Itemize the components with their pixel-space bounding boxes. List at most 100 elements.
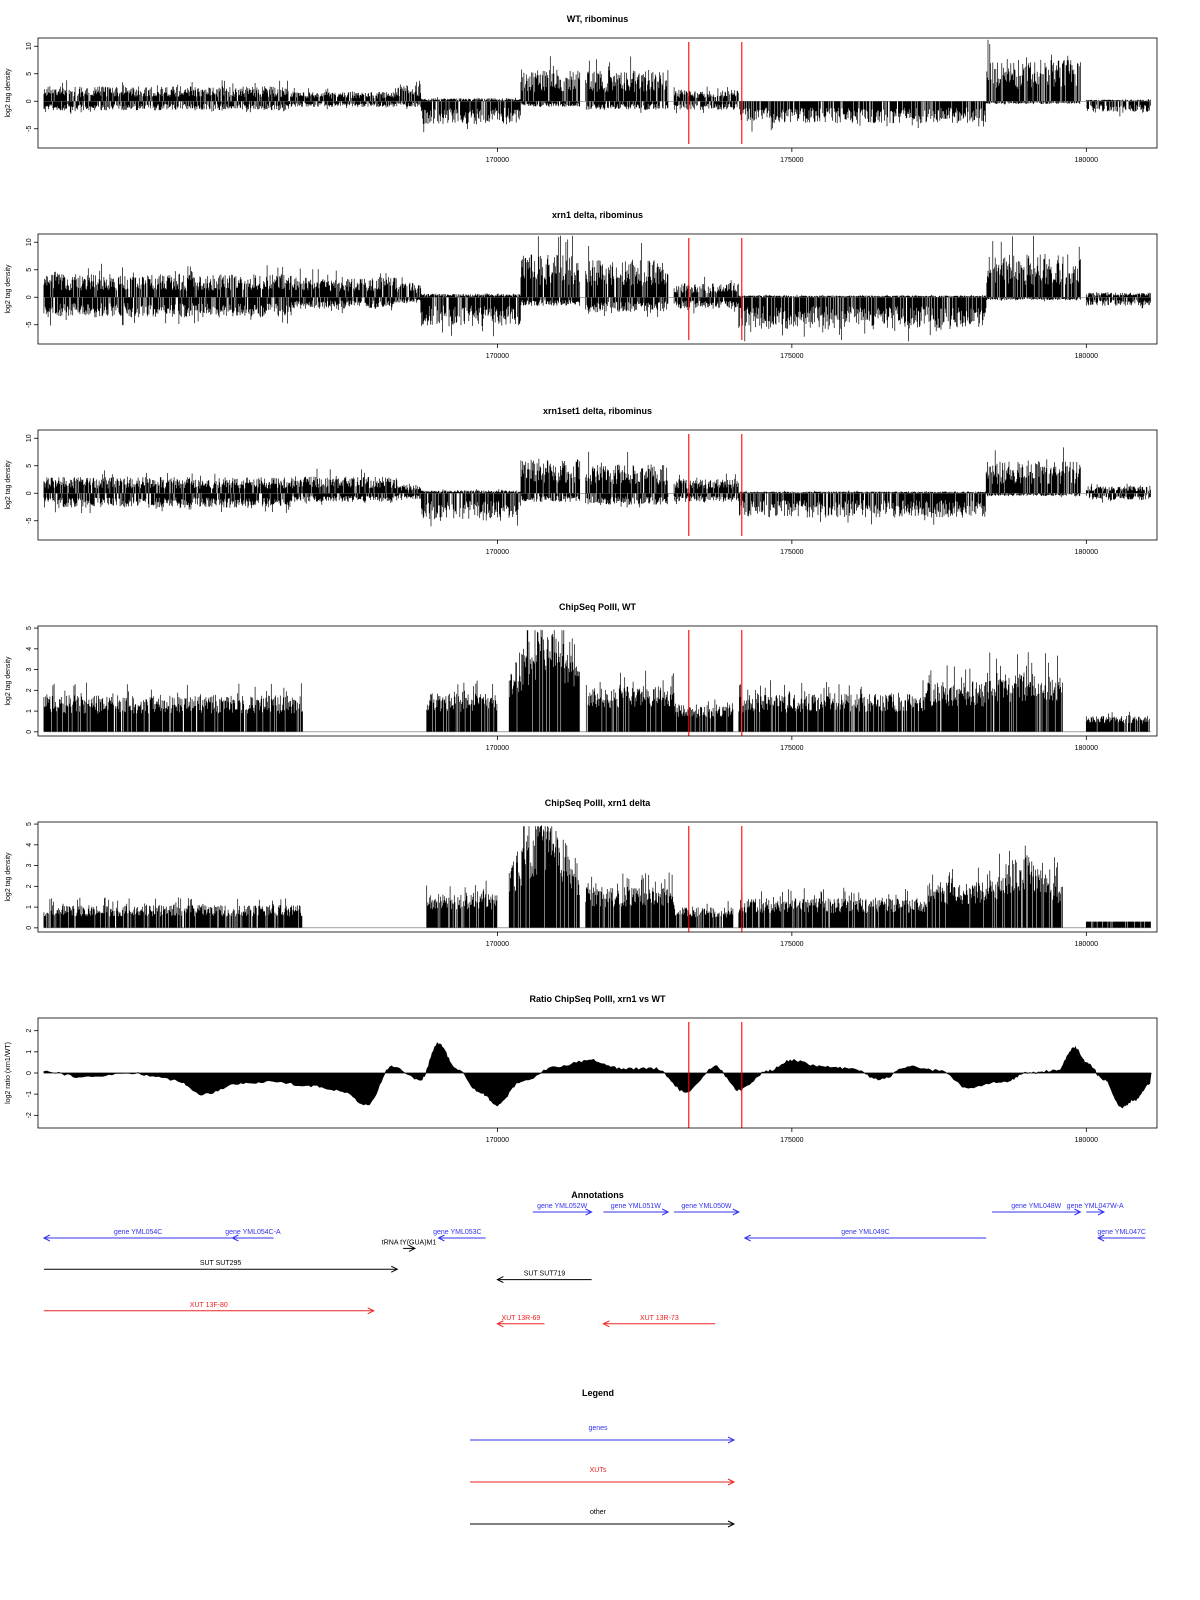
annotation-feature: gene YML049C [743, 1229, 987, 1242]
feature-label: gene YML048W [1011, 1203, 1061, 1210]
signal-bars [43, 39, 1151, 133]
x-tick-label: 175000 [780, 353, 803, 360]
legend-label: genes [588, 1425, 608, 1432]
y-tick-label: 0 [26, 295, 33, 299]
chart-title: Ratio ChipSeq PolII, xrn1 vs WT [529, 994, 666, 1004]
annotation-feature: XUT 13R-73 [602, 1315, 716, 1328]
annotation-feature: SUT SUT295 [43, 1260, 399, 1273]
arrow-head-icon [1096, 1234, 1105, 1242]
feature-label: gene YML051W [611, 1203, 661, 1210]
x-tick-label: 180000 [1075, 1137, 1098, 1144]
plot-frame [37, 37, 1158, 149]
annotation-feature: XUT 13F-80 [43, 1302, 375, 1315]
x-tick-label: 170000 [486, 549, 509, 556]
y-tick-label: -2 [26, 1112, 33, 1118]
y-axis-label: log2 ratio (xrn1/WT) [5, 1042, 12, 1104]
x-tick-label: 180000 [1075, 549, 1098, 556]
feature-label: gene YML050W [681, 1203, 731, 1210]
y-tick-label: 0 [26, 1071, 33, 1075]
x-tick-label: 180000 [1075, 157, 1098, 164]
y-tick-label: 10 [26, 238, 33, 246]
feature-label: gene YML054C [114, 1229, 163, 1236]
arrow-head-icon [437, 1234, 445, 1242]
y-axis-label: log2 tag density [5, 656, 12, 706]
y-tick-label: 5 [26, 268, 33, 272]
arrow-head-icon [743, 1234, 751, 1242]
data-series [43, 235, 1152, 342]
chart-title: ChipSeq PolII, xrn1 delta [545, 798, 652, 808]
chart-title: ChipSeq PolII, WT [559, 602, 636, 612]
y-tick-label: 10 [26, 434, 33, 442]
x-tick-label: 180000 [1075, 941, 1098, 948]
annotation-feature: gene YML047W-A [1067, 1203, 1124, 1216]
x-tick-label: 175000 [780, 745, 803, 752]
arrow-head-icon [231, 1234, 239, 1242]
feature-label: tRNA tY(GUA)M1 [382, 1239, 437, 1246]
y-tick-label: -5 [26, 518, 33, 524]
y-tick-label: 1 [26, 709, 33, 713]
arrow-head-icon [367, 1307, 375, 1315]
y-tick-label: 1 [26, 1050, 33, 1054]
x-tick-label: 180000 [1075, 745, 1098, 752]
annotation-feature: gene YML052W [532, 1203, 593, 1216]
feature-label: gene YML049C [841, 1229, 890, 1236]
y-tick-label: 3 [26, 864, 33, 868]
chart-title: WT, ribominus [567, 14, 629, 24]
data-series [43, 1041, 1152, 1109]
annotation-feature: XUT 13R-69 [496, 1315, 545, 1328]
x-tick-label: 175000 [780, 1137, 803, 1144]
arrow-head-icon [727, 1478, 736, 1486]
feature-label: gene YML052W [537, 1203, 587, 1210]
x-tick-label: 175000 [780, 549, 803, 556]
y-tick-label: 2 [26, 1029, 33, 1033]
chart-panel-3: xrn1set1 delta, ribominus log2 tag densit… [5, 406, 1158, 556]
data-series [43, 39, 1152, 133]
legend-item: other [470, 1509, 736, 1528]
annotation-feature: gene YML054C [42, 1229, 233, 1242]
plot-frame [37, 821, 1158, 933]
y-tick-label: 2 [26, 688, 33, 692]
arrow-head-icon [408, 1244, 417, 1252]
arrow-head-icon [732, 1208, 740, 1216]
legend-panel: Legend genes XUTs other [470, 1388, 736, 1528]
y-axis-label: log2 tag density [5, 460, 12, 510]
arrow-head-icon [1074, 1208, 1082, 1216]
y-tick-label: 2 [26, 884, 33, 888]
plot-frame [37, 1017, 1158, 1129]
annotation-feature: gene YML050W [674, 1203, 740, 1216]
annotations-title: Annotations [571, 1190, 624, 1200]
feature-label: gene YML053C [433, 1229, 482, 1236]
chart-panel-4: ChipSeq PolII, WT log2 tag density 0 1 2 3 4 5 1… [5, 602, 1158, 752]
y-axis-label: log2 tag density [5, 852, 12, 902]
feature-label: SUT SUT719 [524, 1271, 566, 1278]
y-tick-label: -5 [26, 126, 33, 132]
x-tick-label: 170000 [486, 157, 509, 164]
y-tick-label: 5 [26, 72, 33, 76]
ratio-area [43, 1041, 1152, 1109]
y-tick-label: 0 [26, 491, 33, 495]
legend-title: Legend [582, 1388, 614, 1398]
legend-item: genes [470, 1425, 736, 1444]
y-tick-label: -5 [26, 322, 33, 328]
arrow-head-icon [602, 1320, 610, 1328]
y-tick-label: -1 [26, 1091, 33, 1097]
y-tick-label: 0 [26, 926, 33, 930]
y-tick-label: 4 [26, 647, 33, 651]
y-tick-label: 5 [26, 464, 33, 468]
x-tick-label: 170000 [486, 1137, 509, 1144]
chart-title: xrn1 delta, ribominus [552, 210, 643, 220]
annotation-feature: tRNA tY(GUA)M1 [382, 1239, 437, 1252]
data-series [43, 825, 1152, 929]
legend-item: XUTs [470, 1467, 736, 1486]
legend-label: XUTs [590, 1467, 607, 1474]
feature-label: XUT 13F-80 [190, 1302, 228, 1309]
y-tick-label: 0 [26, 730, 33, 734]
arrow-head-icon [661, 1208, 670, 1216]
arrow-head-icon [727, 1436, 736, 1444]
chart-panel-6: Ratio ChipSeq PolII, xrn1 vs WT log2 rati… [5, 994, 1158, 1144]
y-axis-label: log2 tag density [5, 68, 12, 118]
chart-panel-5: ChipSeq PolII, xrn1 delta log2 tag densit… [5, 798, 1158, 948]
data-series [43, 447, 1152, 527]
y-tick-label: 1 [26, 905, 33, 909]
